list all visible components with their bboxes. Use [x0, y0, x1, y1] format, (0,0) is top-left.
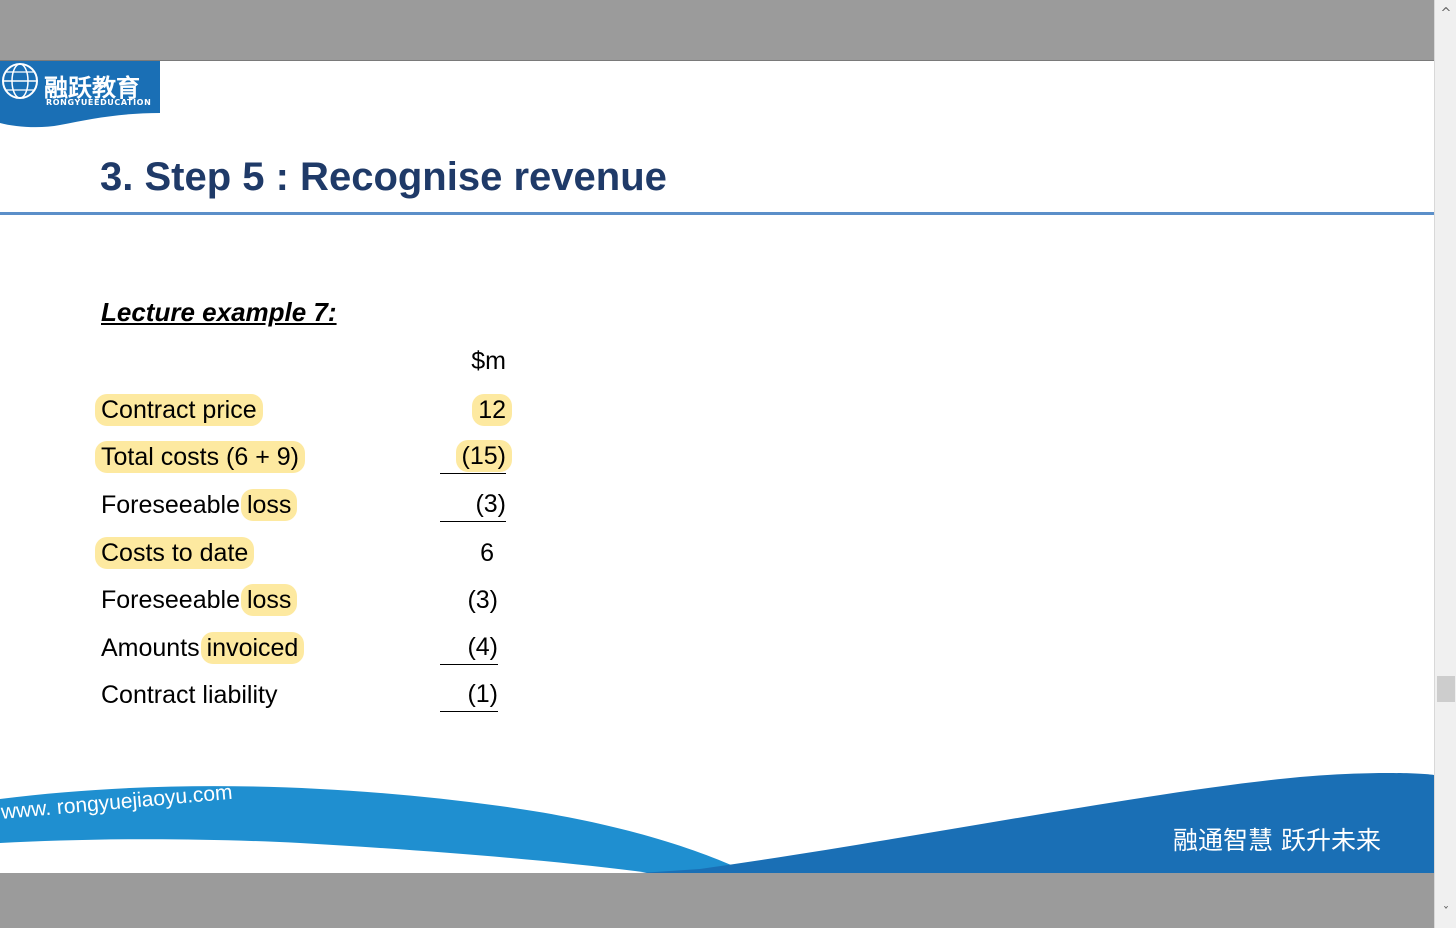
slide-title: 3. Step 5 : Recognise revenue — [100, 155, 667, 199]
logo-banner-shape — [0, 61, 160, 128]
highlight-mark: (15) — [455, 440, 512, 472]
label-text: Foreseeable — [101, 586, 247, 614]
logo-english-name: RONGYUEEDUCATION — [46, 98, 152, 107]
scroll-thumb[interactable] — [1437, 676, 1455, 702]
footer-slogan: 融通智慧 跃升未来 — [1173, 826, 1381, 855]
row-value-costs-to-date: 6 — [480, 539, 494, 567]
chevron-up-icon[interactable]: ^ — [1440, 6, 1452, 21]
label-text: Amounts — [101, 634, 207, 662]
row-value-amounts-invoiced: (4) — [440, 632, 498, 665]
row-label-contract-liability: Contract liability — [101, 679, 277, 711]
highlight-mark: invoiced — [200, 632, 305, 664]
chevron-down-icon[interactable]: ˇ — [1442, 906, 1450, 921]
row-value-foreseeable-loss: (3) — [440, 489, 506, 522]
highlight-mark: 12 — [472, 394, 512, 426]
highlight-mark: loss — [240, 489, 298, 521]
footer-wave — [0, 773, 1434, 873]
slide: 融跃教育 RONGYUEEDUCATION 3. Step 5 : Recogn… — [0, 60, 1434, 873]
row-label-costs-to-date: Costs to date — [95, 537, 255, 569]
logo-chinese-name: 融跃教育 — [44, 74, 140, 102]
globe-icon — [2, 63, 38, 99]
row-value-contract-liability: (1) — [440, 679, 498, 712]
row-label-foreseeable-loss: Foreseeable loss — [101, 489, 298, 521]
label-text: Foreseeable — [101, 491, 247, 519]
row-value-total-costs: (15) — [440, 440, 512, 474]
highlight-mark: Contract price — [95, 394, 263, 426]
brand-logo: 融跃教育 RONGYUEEDUCATION — [0, 61, 162, 129]
row-value-foreseeable-loss-2: (3) — [467, 586, 498, 614]
highlight-mark: Total costs (6 + 9) — [95, 441, 305, 473]
highlight-mark: loss — [240, 584, 298, 616]
vertical-scrollbar[interactable]: ^ ˇ — [1434, 0, 1456, 928]
row-label-total-costs: Total costs (6 + 9) — [95, 441, 305, 473]
row-value-contract-price: 12 — [440, 394, 512, 426]
title-divider — [0, 212, 1434, 215]
row-label-amounts-invoiced: Amounts invoiced — [101, 632, 305, 664]
label-text: Contract liability — [101, 681, 278, 709]
highlight-mark: Costs to date — [95, 537, 255, 569]
example-heading: Lecture example 7: — [101, 297, 337, 327]
unit-header: $m — [471, 347, 506, 375]
row-label-foreseeable-loss-2: Foreseeable loss — [101, 584, 298, 616]
row-label-contract-price: Contract price — [95, 394, 263, 426]
